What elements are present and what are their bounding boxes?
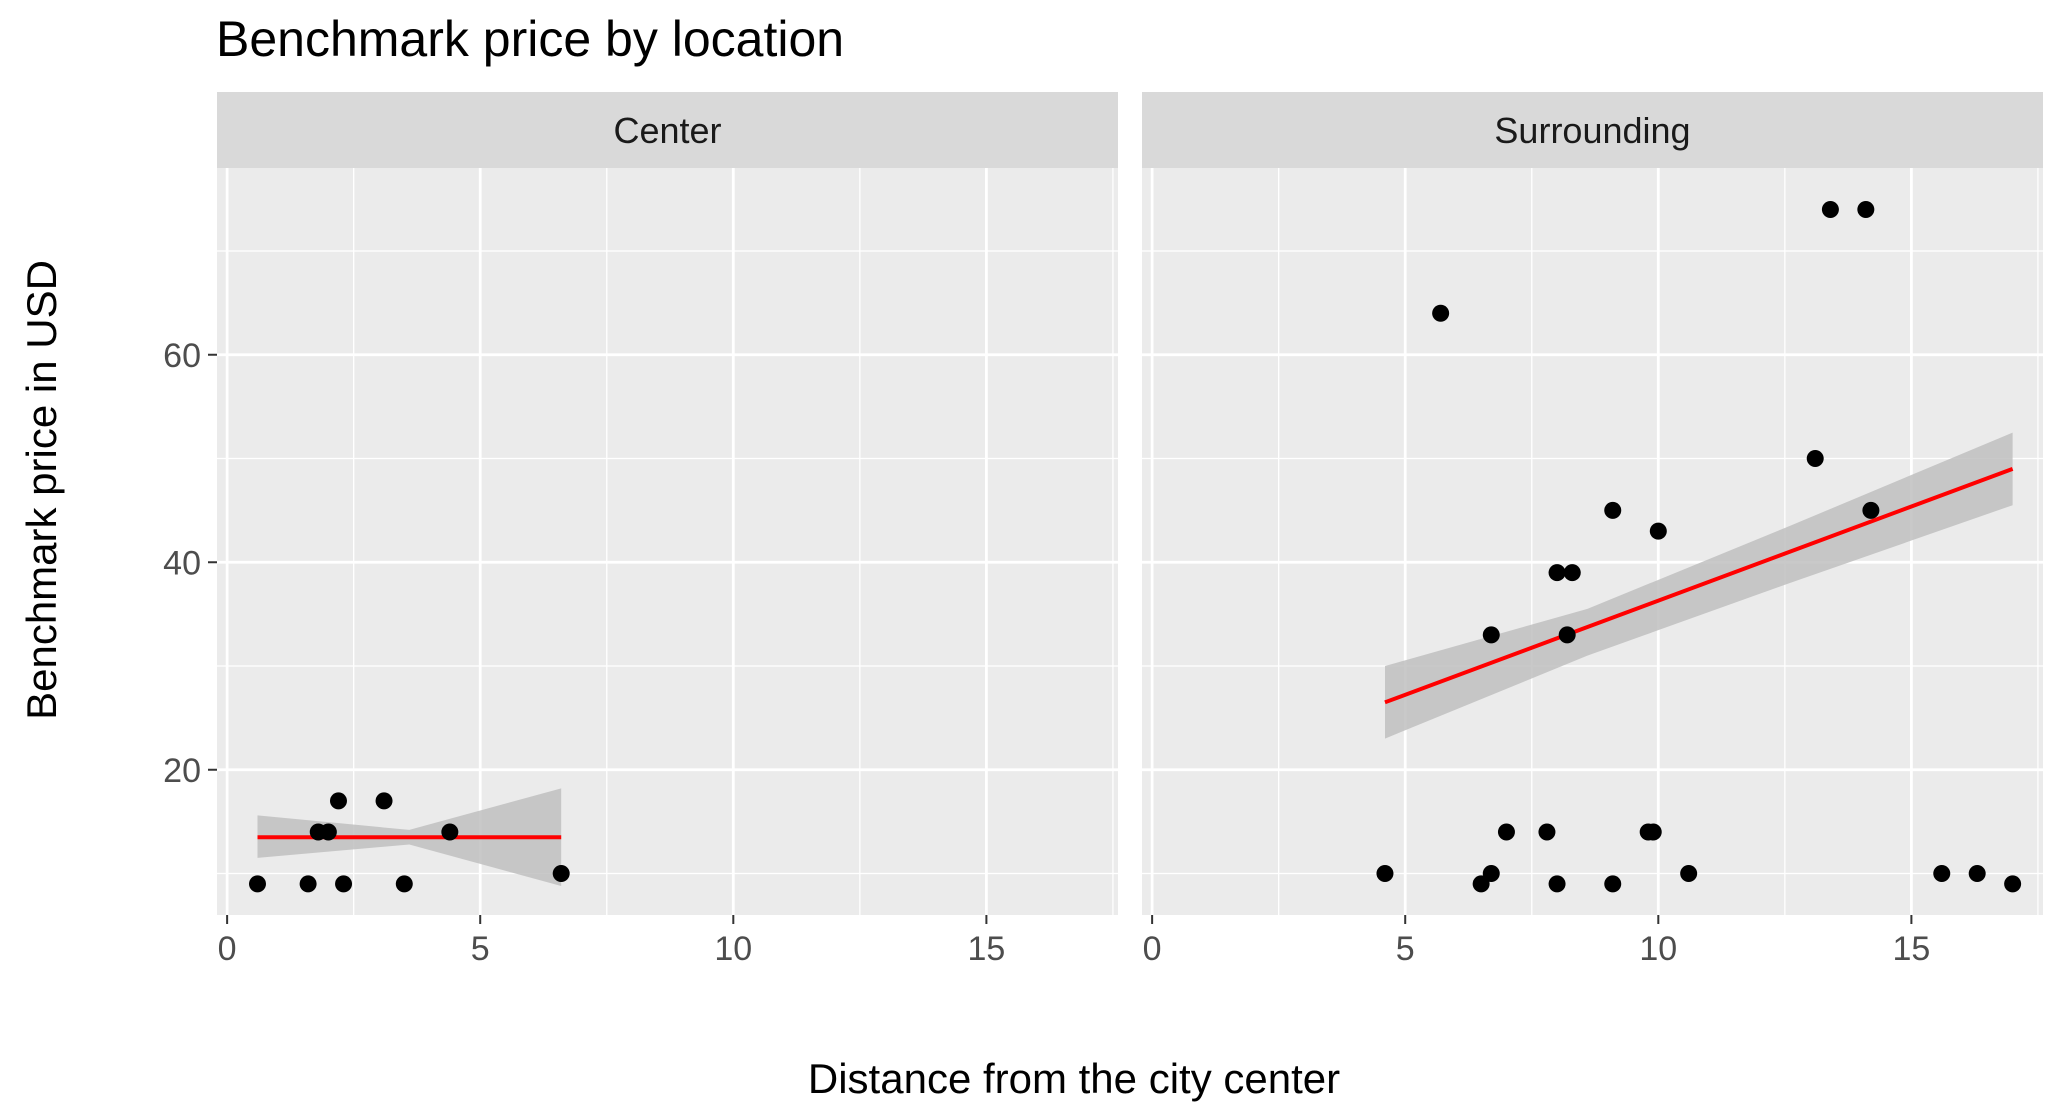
y-tick-label: 40 bbox=[163, 544, 201, 582]
data-point bbox=[1821, 201, 1839, 218]
x-tick-label: 0 bbox=[218, 930, 237, 968]
data-point bbox=[1604, 501, 1622, 519]
y-axis-tick-labels: 20 40 60 bbox=[163, 337, 217, 790]
data-point bbox=[1644, 823, 1662, 841]
data-point bbox=[1497, 823, 1515, 841]
y-axis-title: Benchmark price in USD bbox=[18, 260, 65, 720]
data-point bbox=[299, 875, 317, 893]
facet-panel-center: Center 0 5 10 15 bbox=[217, 92, 1118, 968]
x-tick-label: 15 bbox=[967, 930, 1005, 968]
data-point bbox=[319, 823, 337, 841]
data-point bbox=[1558, 626, 1576, 644]
data-point bbox=[1862, 501, 1880, 519]
data-point bbox=[1649, 522, 1667, 540]
data-point bbox=[1376, 865, 1394, 882]
x-tick-label: 5 bbox=[1396, 930, 1415, 968]
x-axis-title: Distance from the city center bbox=[808, 1055, 1340, 1102]
data-point bbox=[1604, 875, 1622, 893]
data-point bbox=[1482, 626, 1500, 644]
x-tick-label: 15 bbox=[1892, 930, 1930, 968]
y-tick-label: 60 bbox=[163, 337, 201, 375]
facet-strip bbox=[217, 92, 1118, 168]
data-point bbox=[2004, 875, 2022, 893]
data-point bbox=[375, 792, 393, 810]
data-point bbox=[329, 792, 347, 810]
data-point bbox=[1680, 865, 1698, 882]
x-tick-label: 10 bbox=[714, 930, 752, 968]
data-point bbox=[1933, 865, 1951, 882]
data-point bbox=[552, 865, 570, 882]
regression-line bbox=[1384, 467, 2014, 705]
chart-title: Benchmark price by location bbox=[216, 11, 844, 67]
data-point bbox=[441, 823, 459, 841]
facet-strip-label: Surrounding bbox=[1494, 110, 1690, 151]
data-point bbox=[248, 875, 266, 893]
facet-strip-label: Center bbox=[613, 110, 721, 151]
x-tick-label: 10 bbox=[1639, 930, 1677, 968]
data-point bbox=[1538, 823, 1556, 841]
data-point bbox=[1432, 304, 1450, 322]
panel-background bbox=[217, 168, 1118, 915]
data-point bbox=[1563, 564, 1581, 582]
data-point bbox=[1482, 865, 1500, 882]
x-tick-label: 0 bbox=[1143, 930, 1162, 968]
data-point bbox=[395, 875, 413, 893]
data-point bbox=[1968, 865, 1986, 882]
facet-panel-surrounding: Surrounding 0 5 10 15 bbox=[1142, 92, 2043, 968]
facet-strip bbox=[1142, 92, 2043, 168]
data-point bbox=[335, 875, 353, 893]
y-tick-label: 20 bbox=[163, 752, 201, 790]
data-point bbox=[1548, 875, 1566, 893]
x-tick-label: 5 bbox=[471, 930, 490, 968]
data-point bbox=[1806, 450, 1824, 467]
data-point bbox=[1857, 201, 1875, 218]
data-point bbox=[1548, 564, 1566, 582]
